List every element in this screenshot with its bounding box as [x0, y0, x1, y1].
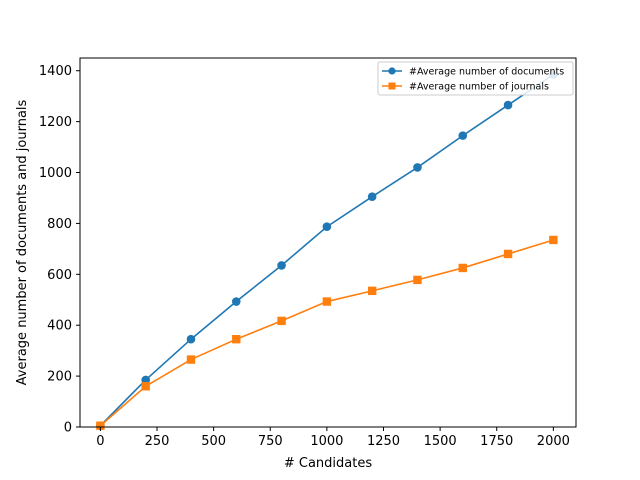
- data-point: [186, 334, 196, 344]
- y-axis: 0 200 400 600 800 1000 1200 1400: [39, 64, 80, 436]
- x-tick-label: 250: [145, 434, 170, 449]
- y-tick-label: 600: [47, 268, 72, 283]
- x-tick-label: 2000: [537, 434, 570, 449]
- x-axis-label: # Candidates: [284, 456, 372, 471]
- data-point: [322, 222, 332, 232]
- data-point: [503, 100, 513, 110]
- x-axis: 0 250 500 750 1000 1250 1500 1750 2000: [96, 427, 570, 449]
- data-point: [413, 275, 422, 285]
- y-tick-label: 400: [47, 319, 72, 334]
- data-point: [277, 316, 286, 326]
- x-tick-label: 500: [201, 434, 226, 449]
- data-point: [186, 355, 196, 364]
- y-axis-label: Average number of documents and journals: [15, 99, 30, 385]
- series-line-1: [99, 239, 554, 427]
- data-point: [96, 421, 105, 430]
- data-point: [458, 263, 467, 273]
- data-point: [549, 235, 558, 245]
- axes-frame: [79, 57, 577, 428]
- legend-marker: [388, 82, 396, 90]
- x-tick-label: 1750: [480, 434, 513, 449]
- x-tick-label: 0: [96, 434, 104, 449]
- data-point: [232, 335, 241, 344]
- data-point: [231, 297, 241, 306]
- x-tick-label: 750: [258, 434, 283, 449]
- legend-marker: [388, 67, 396, 75]
- data-point: [141, 375, 150, 385]
- y-tick-label: 1400: [39, 64, 72, 79]
- data-point: [367, 286, 377, 296]
- legend-box: [377, 61, 574, 96]
- legend-label: #Average number of journals: [409, 82, 549, 93]
- y-tick-label: 1200: [39, 115, 72, 130]
- x-tick-label: 1250: [367, 434, 400, 449]
- data-point: [413, 163, 422, 172]
- y-tick-label: 200: [47, 370, 72, 385]
- data-point: [141, 382, 150, 391]
- y-tick-label: 800: [47, 217, 72, 232]
- x-tick-label: 1500: [424, 434, 457, 449]
- legend-label: #Average number of documents: [409, 67, 564, 78]
- y-tick-label: 0: [64, 421, 72, 436]
- legend: #Average number of documents #Average num…: [377, 61, 574, 96]
- plot-area: [96, 70, 558, 431]
- data-point: [458, 131, 468, 140]
- y-tick-label: 1000: [39, 166, 72, 181]
- data-point: [277, 261, 286, 270]
- x-tick-label: 1000: [310, 434, 343, 449]
- data-point: [322, 297, 332, 306]
- data-point: [503, 249, 513, 259]
- data-point: [367, 192, 377, 201]
